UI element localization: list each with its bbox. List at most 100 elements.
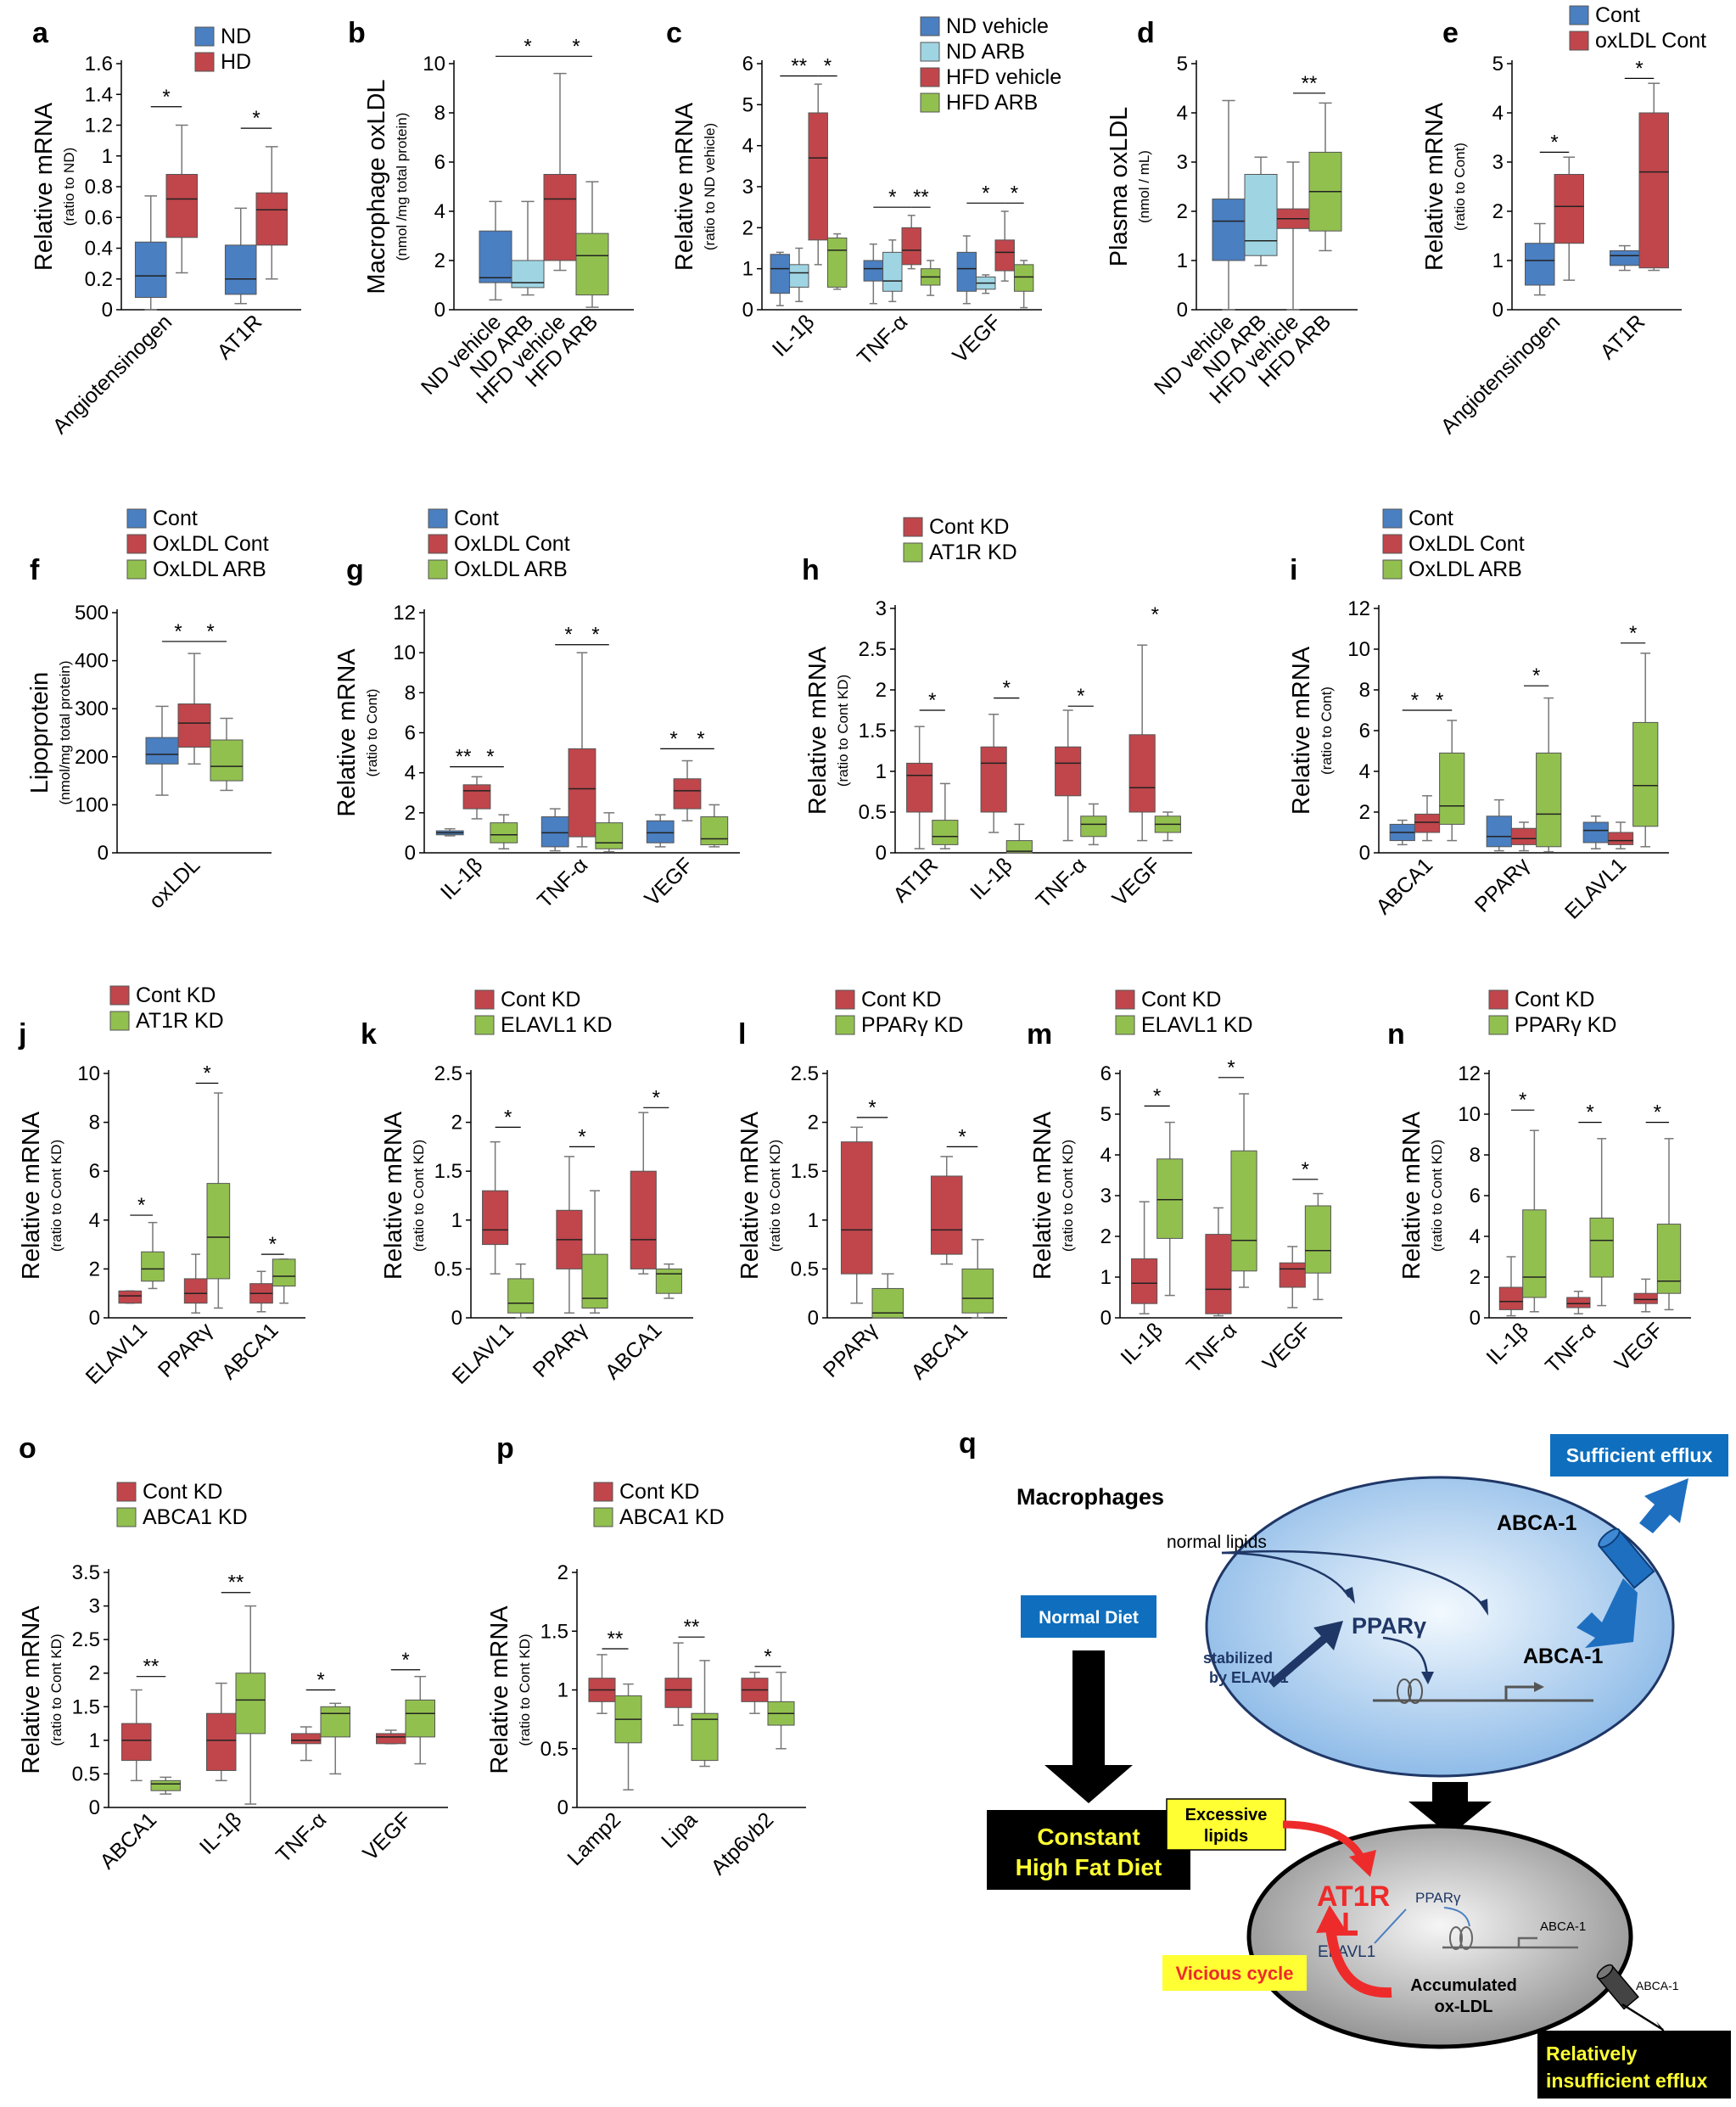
panel-label: p <box>496 1432 514 1465</box>
significance-mark: * <box>1550 131 1558 154</box>
legend-label: Cont KD <box>501 988 580 1011</box>
y-tick-label: 4 <box>742 135 753 158</box>
y-tick-label: 1 <box>876 760 887 783</box>
box-iqr: OxLDL Cont VEGF: median 3.1 <box>673 778 702 810</box>
y-axis-label: Relative mRNA <box>18 1111 45 1280</box>
y-tick-label: 2 <box>1177 200 1188 223</box>
significance-mark: * <box>203 1062 210 1085</box>
panel-label: m <box>1027 1018 1052 1051</box>
y-tick-label: 100 <box>75 793 109 816</box>
significance-mark: * <box>401 1649 409 1672</box>
box-iqr: ND vehicle VEGF: median 1 <box>956 251 977 292</box>
box-iqr: HD Angiotensinogen: median 0.72 <box>165 174 199 238</box>
box-iqr: oxLDL Cont AT1R: median 2.8 <box>1638 112 1669 269</box>
y-axis-sublabel: (ratio to ND) <box>61 148 77 227</box>
legend-swatch <box>1569 5 1589 25</box>
significance-mark: * <box>697 727 704 750</box>
y-tick-label: 0.6 <box>85 206 113 229</box>
y-tick-label: 0 <box>102 299 113 322</box>
legend-label: Cont KD <box>136 983 216 1007</box>
box-iqr: AT1R KD IL-1β: median 0.02 <box>1005 840 1033 854</box>
y-tick-label: 2 <box>1492 200 1504 223</box>
y-tick-label: 0 <box>98 842 109 865</box>
chart-f: f 0 100 200 300 400 500 Lipoprotein (nmol/mg tot… <box>26 507 272 913</box>
significance-mark: ** <box>228 1572 244 1594</box>
box-iqr: Cont PPARγ: median 0.8 <box>1486 815 1512 848</box>
y-tick-label: 0 <box>742 299 753 322</box>
legend-label: ELAVL1 KD <box>1141 1013 1253 1037</box>
y-tick-label: 8 <box>434 102 445 125</box>
box-iqr: ND ARB : median 1.1 <box>511 260 545 289</box>
hfd-text-line1: Constant <box>1037 1824 1140 1850</box>
panel-label: g <box>346 554 364 586</box>
schematic-panel-q: q Macrophages normal lipids PPARγ stabil… <box>959 1427 1731 2099</box>
legend-swatch <box>126 534 147 554</box>
panel-label: j <box>18 1018 26 1051</box>
y-tick-label: 1.5 <box>540 1620 568 1643</box>
y-tick-label: 0 <box>434 299 445 322</box>
y-axis-label: Macrophage oxLDL <box>363 79 390 294</box>
significance-mark: * <box>764 1645 771 1668</box>
insufficient-line1: Relatively <box>1546 2043 1638 2065</box>
significance-mark: * <box>1436 689 1443 712</box>
box-iqr: Cont KD ABCA1: median 0.9 <box>930 1175 963 1255</box>
y-tick-label: 10 <box>77 1062 100 1085</box>
accumulated-line1: Accumulated <box>1410 1976 1517 1995</box>
y-axis-sublabel: (ratio to ND vehicle) <box>702 123 718 250</box>
y-axis-label: Relative mRNA <box>671 102 698 271</box>
y-axis-sublabel: (ratio to Cont KD) <box>517 1633 533 1746</box>
y-tick-label: 0.5 <box>434 1258 462 1280</box>
box-iqr: ELAVL1 KD ELAVL1: median 0.15 <box>507 1278 535 1314</box>
y-tick-label: 3 <box>1492 151 1504 174</box>
significance-mark: * <box>1011 182 1018 205</box>
legend-label: HD <box>221 50 251 74</box>
sufficient-efflux-text: Sufficient efflux <box>1566 1444 1713 1466</box>
y-tick-label: 6 <box>1100 1062 1112 1085</box>
box-iqr: ND ARB TNF-α: median 0.7 <box>882 251 903 292</box>
significance-mark: ** <box>913 186 929 209</box>
excess-arrowhead <box>1349 1850 1376 1877</box>
x-category-label: ABCA1 <box>601 1318 667 1384</box>
significance-mark: * <box>578 1125 585 1148</box>
legend-label: OxLDL ARB <box>454 558 568 581</box>
significance-mark: * <box>174 620 182 643</box>
y-tick-label: 0 <box>1177 299 1188 322</box>
y-axis-sublabel: (ratio to Cont KD) <box>411 1140 427 1252</box>
box-iqr: HFD vehicle TNF-α: median 1.45 <box>901 227 921 266</box>
y-tick-label: 0 <box>89 1307 100 1330</box>
y-tick-label: 4 <box>1100 1144 1112 1167</box>
legend-swatch <box>903 542 923 563</box>
y-tick-label: 2.5 <box>72 1628 100 1651</box>
y-tick-label: 1 <box>742 258 753 281</box>
legend-swatch <box>920 92 940 113</box>
insufficient-line2: insufficient efflux <box>1546 2070 1708 2092</box>
ppar-to-gene-arrow <box>1382 1636 1429 1677</box>
significance-mark: * <box>564 624 572 647</box>
chart-d: d 0 1 2 3 4 5 Plasma oxLDL (nmol / mL) ND vehicle… <box>1106 17 1358 409</box>
normal-diet-box <box>1021 1595 1156 1638</box>
panel-label: o <box>19 1432 36 1465</box>
box-iqr: Cont AT1R: median 1.1 <box>1610 249 1640 266</box>
significance-mark: * <box>524 35 531 58</box>
significance-mark: ** <box>456 746 472 769</box>
insufficient-efflux-arrow <box>1621 2003 1664 2031</box>
y-tick-label: 6 <box>742 53 753 76</box>
legend-swatch <box>428 559 448 580</box>
legend-swatch <box>474 989 495 1010</box>
box-iqr: Cont KD TNF-α: median 1.1 <box>1055 746 1082 797</box>
x-category-label: TNF-α <box>853 310 912 369</box>
dna-ring-2 <box>1408 1678 1423 1704</box>
macrophages-title: Macrophages <box>1016 1484 1164 1510</box>
y-tick-label: 8 <box>1359 679 1370 702</box>
x-category-label: VEGF <box>640 853 697 911</box>
significance-mark: * <box>958 1125 966 1148</box>
legend-label: HFD ARB <box>946 91 1038 115</box>
x-category-label: Angiotensinogen <box>1436 310 1565 439</box>
y-tick-label: 0 <box>405 842 416 865</box>
panel-label: i <box>1290 554 1297 586</box>
panel-label: e <box>1442 17 1459 49</box>
legend-swatch <box>428 534 448 554</box>
chart-g: g 0 2 4 6 8 10 12 Relative mRNA (ratio to Cont) IL… <box>333 507 740 913</box>
significance-mark: * <box>1532 664 1540 687</box>
